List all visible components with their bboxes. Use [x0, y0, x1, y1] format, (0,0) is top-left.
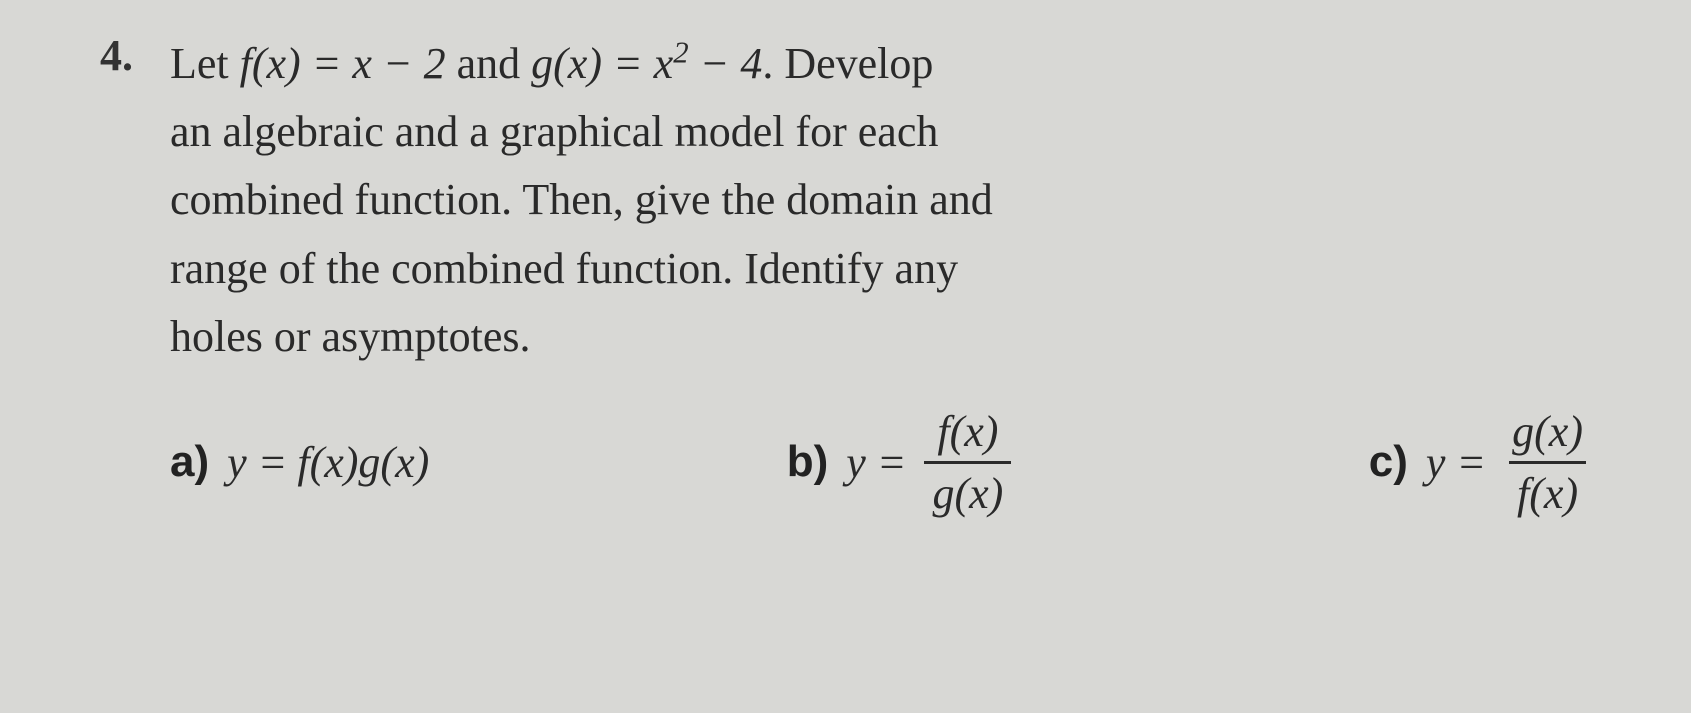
gx-exponent: 2: [673, 35, 688, 69]
part-b-label: b): [787, 437, 829, 487]
fx-definition: f(x) = x − 2: [240, 39, 446, 88]
gx-definition-part2: − 4: [689, 39, 763, 88]
part-a: a) y = f(x)g(x): [170, 406, 429, 519]
problem-container: 4. Let f(x) = x − 2 and g(x) = x2 − 4. D…: [100, 30, 1631, 519]
part-b-y-equals: y =: [846, 437, 906, 488]
part-b: b) y = f(x) g(x): [787, 406, 1012, 519]
problem-statement: Let f(x) = x − 2 and g(x) = x2 − 4. Deve…: [170, 30, 1631, 371]
part-b-numerator: f(x): [929, 406, 1006, 461]
part-c-y-equals: y =: [1426, 437, 1486, 488]
text-line4: range of the combined function. Identify…: [170, 244, 958, 293]
part-b-equation: y = f(x) g(x): [846, 406, 1011, 519]
problem-body: Let f(x) = x − 2 and g(x) = x2 − 4. Deve…: [170, 30, 1631, 519]
text-let: Let: [170, 39, 240, 88]
text-line5: holes or asymptotes.: [170, 312, 531, 361]
part-b-fraction: f(x) g(x): [924, 406, 1011, 519]
text-develop: . Develop: [762, 39, 933, 88]
part-a-y-equals: y =: [227, 437, 287, 488]
gx-definition-part1: g(x) = x: [531, 39, 673, 88]
part-c-denominator: f(x): [1509, 461, 1586, 519]
problem-number: 4.: [100, 30, 150, 81]
part-c-fraction: g(x) f(x): [1504, 406, 1591, 519]
part-c-label: c): [1369, 437, 1408, 487]
text-line3: combined function. Then, give the domain…: [170, 175, 993, 224]
part-c: c) y = g(x) f(x): [1369, 406, 1591, 519]
text-and: and: [446, 39, 532, 88]
text-line2: an algebraic and a graphical model for e…: [170, 107, 938, 156]
part-b-denominator: g(x): [924, 461, 1011, 519]
part-a-label: a): [170, 437, 209, 487]
part-a-equation: y = f(x)g(x): [227, 437, 429, 488]
part-c-equation: y = g(x) f(x): [1426, 406, 1591, 519]
parts-container: a) y = f(x)g(x) b) y = f(x) g(x) c): [170, 406, 1631, 519]
part-a-expression: f(x)g(x): [297, 437, 429, 488]
part-c-numerator: g(x): [1504, 406, 1591, 461]
